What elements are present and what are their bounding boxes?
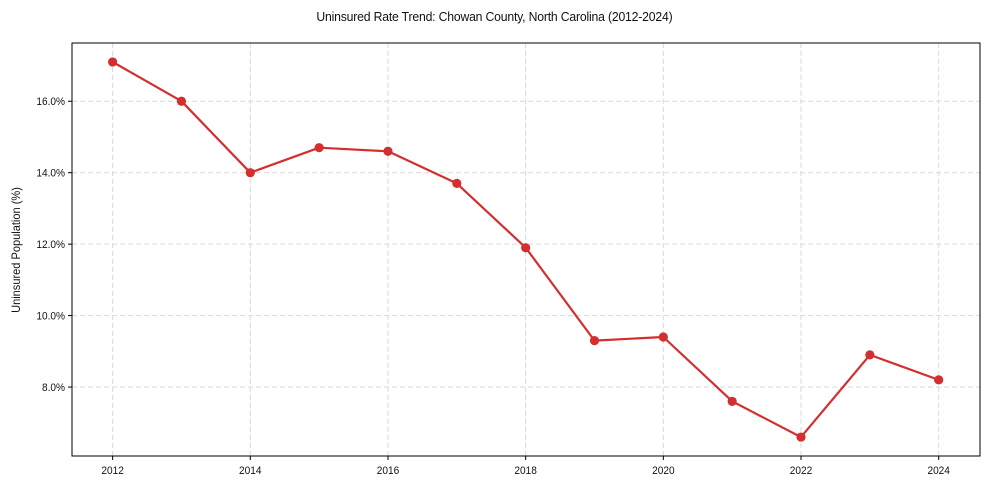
y-tick-label: 8.0% [42, 382, 65, 394]
data-point-marker [796, 432, 806, 442]
axes [68, 42, 981, 460]
data-point-marker [589, 336, 600, 346]
x-tick-label: 2020 [652, 465, 675, 477]
tick-labels: 2012 2014 2016 2018 2020 2022 2024 8.0% 10.0% 12.… [36, 96, 950, 477]
x-tick-label: 2024 [927, 465, 950, 477]
data-point-marker [521, 243, 531, 253]
data-point-marker [314, 143, 324, 153]
data-point-marker [934, 375, 944, 385]
data-point-marker [452, 178, 462, 189]
data-point-marker [108, 57, 118, 67]
x-tick-label: 2018 [514, 465, 537, 477]
x-tick-label: 2022 [790, 465, 813, 477]
x-tick-label: 2012 [101, 465, 124, 477]
y-tick-label: 16.0% [36, 96, 65, 108]
data-point-marker [245, 168, 255, 178]
x-tick-label: 2016 [377, 465, 400, 477]
data-point-marker [865, 350, 875, 360]
y-tick-label: 14.0% [36, 167, 65, 179]
x-tick-label: 2014 [239, 465, 262, 477]
grid-lines [72, 43, 980, 456]
data-point-marker [383, 146, 393, 156]
y-tick-label: 10.0% [36, 310, 65, 322]
data-point-marker [176, 96, 187, 106]
y-tick-label: 12.0% [36, 239, 65, 251]
data-series [108, 57, 944, 442]
data-point-marker [658, 332, 668, 342]
data-point-marker [727, 396, 737, 406]
chart-title: Uninsured Rate Trend: Chowan County, Nor… [316, 9, 673, 24]
